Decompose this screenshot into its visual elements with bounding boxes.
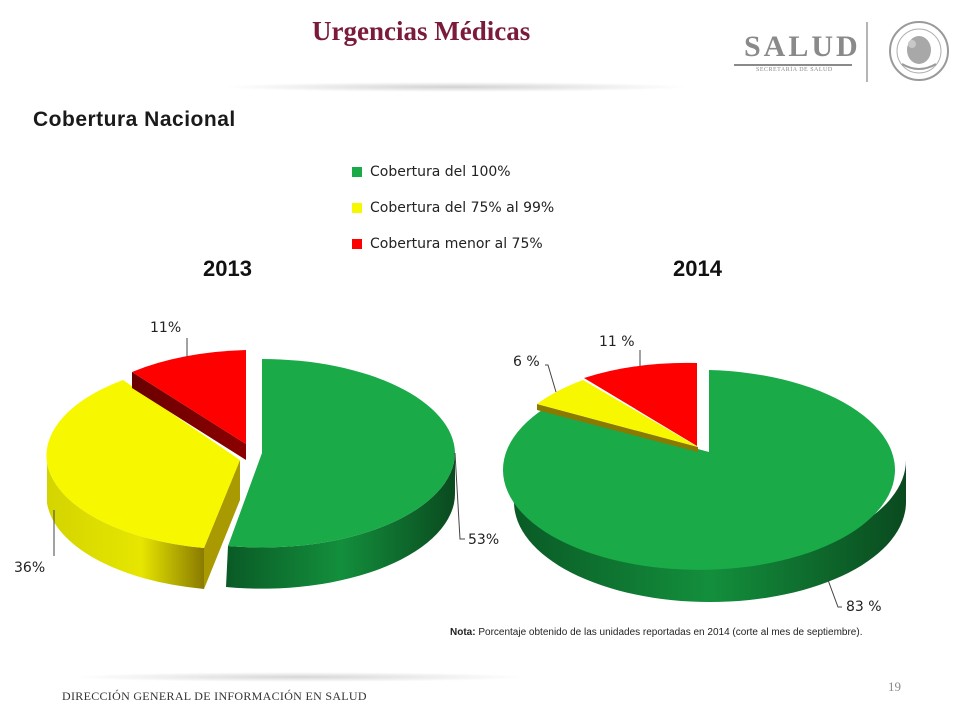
mexico-seal-icon [889, 21, 949, 81]
footer-divider-shadow [70, 672, 530, 682]
chart-title-2014: 2014 [673, 256, 722, 281]
logo-divider [866, 22, 868, 82]
pie-2013-slice-yellow [46, 380, 240, 548]
legend-swatch-green [352, 167, 362, 177]
salud-logo-underline [734, 64, 852, 66]
legend-swatch-yellow [352, 203, 362, 213]
data-label-2014-red: 11 % [599, 334, 635, 350]
salud-logo-subtext: SECRETARÍA DE SALUD [756, 67, 833, 73]
leader-line-2014-83 [827, 579, 842, 608]
pie-2013-slice-red-side [132, 372, 246, 460]
data-label-2013-red: 11% [150, 320, 181, 336]
salud-logo: SALUD SECRETARÍA DE SALUD [728, 26, 868, 80]
legend-swatch-red [352, 239, 362, 249]
legend-item-100: Cobertura del 100% [352, 154, 554, 190]
footnote-text: Porcentaje obtenido de las unidades repo… [475, 627, 863, 638]
pie-2013-slice-yellow-side [47, 463, 204, 589]
legend-label-100: Cobertura del 100% [370, 164, 511, 180]
pie-2014-slice-yellow [537, 380, 698, 447]
section-subtitle: Cobertura Nacional [33, 108, 236, 131]
pie-2013-slice-yellow-edge [204, 460, 240, 589]
pie-2013-slice-green-side [226, 453, 456, 589]
legend-item-75-99: Cobertura del 75% al 99% [352, 190, 554, 226]
data-label-2013-yellow: 36% [14, 560, 45, 576]
footnote: Nota: Porcentaje obtenido de las unidade… [450, 627, 862, 638]
pie-2014-slice-green [502, 370, 895, 570]
legend-item-under-75: Cobertura menor al 75% [352, 226, 554, 262]
page-number: 19 [888, 679, 901, 694]
leader-line-2013-53 [454, 452, 465, 540]
leader-line-2014-6 [545, 364, 557, 393]
pie-2014-slice-green-side [514, 460, 906, 602]
legend-label-75-99: Cobertura del 75% al 99% [370, 200, 555, 216]
footnote-prefix: Nota: [450, 627, 476, 638]
salud-logo-text: SALUD [744, 30, 861, 63]
pie-2013-slice-red [132, 350, 246, 444]
pie-2014-slice-yellow-side [537, 404, 698, 452]
chart-legend: Cobertura del 100% Cobertura del 75% al … [352, 154, 554, 262]
data-label-2014-green: 83 % [846, 599, 882, 615]
data-label-2014-yellow: 6 % [513, 354, 540, 370]
pie-2013-slice-green [228, 359, 455, 548]
legend-label-under-75: Cobertura menor al 75% [370, 236, 543, 252]
data-label-2013-green: 53% [468, 532, 499, 548]
page-title: Urgencias Médicas [312, 16, 531, 46]
header-divider-shadow [220, 82, 690, 92]
pie-2014-slice-red [584, 362, 697, 446]
footer-department: DIRECCIÓN GENERAL DE INFORMACIÓN EN SALU… [62, 689, 367, 703]
chart-title-2013: 2013 [203, 256, 252, 281]
